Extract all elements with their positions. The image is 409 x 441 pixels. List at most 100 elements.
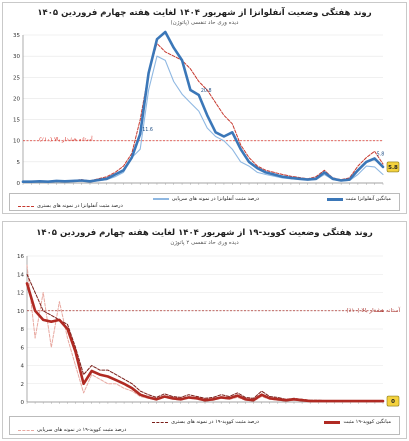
- data-point: [139, 393, 142, 396]
- data-point: [34, 309, 36, 312]
- series-line: [22, 43, 384, 183]
- data-point: [171, 397, 174, 400]
- y-tick-label: 0: [21, 400, 25, 406]
- data-point: [72, 179, 75, 182]
- data-label: 20.8: [201, 88, 212, 94]
- data-point: [156, 38, 158, 41]
- legend-item: درصد مثبت کووید-۱۹ در نمونه های بستری: [152, 419, 259, 425]
- chart-title: روند هفتگی وضعیت کووید-۱۹ از شهریور ۱۴۰۴…: [36, 228, 373, 238]
- data-label: 35.7: [167, 29, 178, 31]
- y-tick-label: 5: [17, 160, 21, 166]
- y-tick-label: 35: [13, 33, 20, 39]
- y-tick-label: 30: [13, 54, 20, 60]
- data-point: [97, 179, 100, 181]
- influenza-legend: میانگین آنفلوانزا مثبت درصد مثبت آنفلوان…: [9, 193, 400, 211]
- data-point: [123, 382, 125, 385]
- legend-item: درصد مثبت آنفلوانزا در نمونه های بستری: [18, 203, 123, 209]
- data-point: [212, 398, 214, 401]
- data-point: [47, 180, 50, 183]
- threshold-label: آستانه هشدار بالا (۱۰٪): [39, 137, 93, 143]
- data-point: [130, 156, 133, 159]
- end-value-label: 0: [391, 399, 395, 405]
- data-point: [181, 59, 183, 62]
- data-point: [90, 370, 93, 372]
- y-tick-label: 4: [21, 364, 25, 370]
- data-point: [164, 31, 167, 33]
- chart-title: روند هفتگی وضعیت آنفلوانزا از شهریور ۱۴۰…: [37, 8, 372, 18]
- data-point: [333, 400, 336, 402]
- legend-item: درصد مثبت کووید-۱۹ در نمونه های سرپایی: [18, 427, 126, 433]
- data-point: [281, 175, 284, 178]
- data-point: [382, 166, 384, 168]
- legend-label: درصد مثبت کووید-۱۹ در نمونه های بستری: [171, 419, 259, 425]
- data-point: [179, 398, 182, 401]
- end-value-box: [386, 395, 400, 407]
- data-point: [365, 400, 368, 402]
- y-tick-label: 0: [17, 181, 21, 187]
- data-point: [58, 318, 61, 321]
- data-point: [293, 398, 295, 401]
- data-point: [147, 396, 150, 399]
- data-point: [155, 398, 158, 401]
- data-point: [115, 379, 117, 381]
- data-point: [206, 114, 209, 117]
- data-point: [197, 94, 200, 96]
- legend-label: درصد مثبت کووید-۱۹ در نمونه های سرپایی: [37, 427, 127, 433]
- legend-swatch: [326, 197, 343, 201]
- data-point: [373, 157, 376, 160]
- data-point: [50, 320, 53, 323]
- data-point: [107, 375, 109, 378]
- data-point: [331, 177, 334, 180]
- legend-swatch: [18, 429, 34, 431]
- y-tick-label: 16: [17, 254, 24, 260]
- data-point: [374, 400, 376, 402]
- legend-swatch: [152, 198, 169, 200]
- data-point: [252, 399, 255, 402]
- data-point: [196, 397, 198, 400]
- legend-item: درصد مثبت آنفلوانزا در نمونه های سرپایی: [152, 196, 259, 202]
- data-point: [236, 394, 239, 397]
- data-point: [163, 395, 166, 398]
- data-point: [264, 171, 267, 174]
- data-point: [244, 398, 247, 401]
- chart-subtitle: دیده وری حاد تنفسی ۲ پاتوژن: [170, 240, 239, 246]
- data-point: [122, 169, 125, 172]
- data-point: [74, 350, 77, 353]
- data-point: [42, 318, 45, 321]
- series-line: [21, 30, 385, 183]
- data-point: [189, 89, 192, 91]
- y-tick-label: 14: [17, 272, 24, 278]
- covid-legend: میانگین کووید-۱۹ مثبت درصد مثبت کووید-۱۹…: [9, 416, 400, 435]
- data-point: [66, 328, 69, 330]
- legend-label: درصد مثبت آنفلوانزا در نمونه های سرپایی: [171, 196, 259, 202]
- data-point: [256, 167, 259, 170]
- y-tick-label: 8: [21, 327, 25, 333]
- end-value-box: [386, 161, 400, 173]
- data-point: [139, 133, 142, 135]
- chart-subtitle: دیده وری حاد تنفسی (پاتوژن): [170, 20, 239, 26]
- influenza-chart-panel: روند هفتگی وضعیت آنفلوانزا از شهریور ۱۴۰…: [2, 2, 407, 214]
- data-point: [114, 173, 116, 176]
- data-point: [223, 135, 225, 138]
- data-point: [228, 397, 231, 400]
- data-point: [356, 169, 359, 172]
- data-point: [382, 400, 384, 402]
- data-point: [323, 171, 326, 174]
- y-tick-label: 25: [13, 75, 20, 81]
- data-point: [306, 178, 309, 181]
- data-point: [98, 373, 101, 376]
- covid-chart-panel: روند هفتگی وضعیت کووید-۱۹ از شهریور ۱۴۰۴…: [2, 221, 407, 439]
- data-label: 11.6: [142, 127, 153, 133]
- series-line: [26, 264, 384, 402]
- data-point: [301, 399, 303, 402]
- data-point: [30, 180, 33, 183]
- data-point: [365, 160, 368, 163]
- data-point: [204, 399, 206, 402]
- data-point: [26, 282, 28, 285]
- data-point: [348, 178, 351, 181]
- data-point: [298, 177, 301, 180]
- data-point: [231, 131, 234, 134]
- data-point: [172, 46, 175, 49]
- covid-plot: 0 2 4 6 8 10 12 14 16 0: [17, 254, 400, 407]
- data-point: [349, 400, 352, 402]
